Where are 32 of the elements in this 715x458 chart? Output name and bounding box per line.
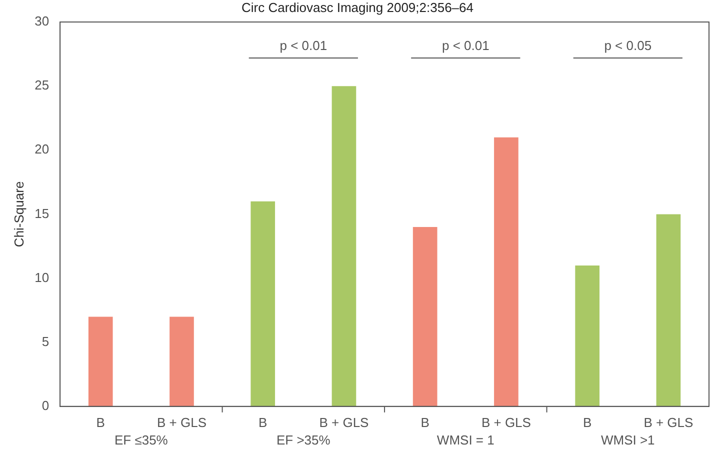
annotation: p < 0.01: [442, 38, 490, 53]
annotation: p < 0.01: [280, 38, 328, 53]
x-tick-label: B + GLS: [319, 414, 370, 430]
y-tick-label: 15: [34, 206, 50, 221]
bar: [494, 137, 518, 406]
y-tick-label: 0: [42, 398, 50, 413]
x-tick-label: B: [258, 414, 268, 430]
y-tick-label: 5: [42, 334, 50, 349]
x-tick-label: B + GLS: [644, 414, 694, 430]
text: WMSI = 1: [436, 432, 494, 448]
y-tick-label: 20: [34, 142, 50, 157]
bar: [656, 214, 681, 406]
chart-title: Circ Cardiovasc Imaging 2009;2:356–64: [240, 0, 474, 15]
y-axis-title: Chi-Square: [11, 181, 26, 248]
bar: [250, 201, 276, 406]
bar: [170, 316, 194, 406]
text: EF >35%: [276, 432, 331, 448]
bar: [412, 227, 438, 406]
x-tick-label: B: [582, 414, 592, 430]
y-tick-label: 25: [34, 78, 50, 93]
text: EF ≤35%: [114, 432, 168, 448]
bar: [88, 316, 113, 406]
x-tick-label: B + GLS: [156, 414, 207, 430]
x-tick-label: B: [420, 414, 430, 430]
text: WMSI >1: [600, 432, 655, 448]
y-tick-label: 10: [34, 270, 50, 285]
bar: [575, 265, 600, 406]
y-tick-label: 30: [34, 14, 50, 29]
bar: [332, 86, 356, 406]
x-tick-label: B + GLS: [481, 414, 532, 430]
annotation: p < 0.05: [604, 38, 652, 53]
x-tick-label: B: [96, 414, 105, 430]
